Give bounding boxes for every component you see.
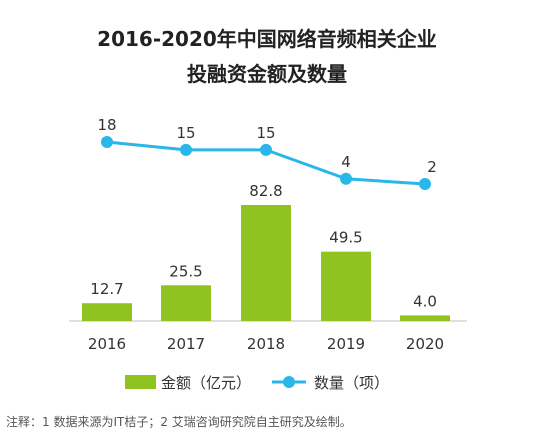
x-tick-2020: 2020 — [406, 335, 444, 353]
chart-title-line-1: 2016-2020年中国网络音频相关企业 — [97, 27, 437, 51]
quantity-label-2018: 15 — [256, 124, 275, 142]
footnote: 注释：1 数据来源为IT桔子；2 艾瑞咨询研究院自主研究及绘制。 — [6, 415, 352, 429]
quantity-label-2019: 4 — [341, 153, 351, 171]
quantity-label-2020: 2 — [427, 158, 437, 176]
x-tick-2016: 2016 — [88, 335, 126, 353]
quantity-point-2016 — [101, 136, 113, 148]
quantity-point-2018 — [260, 143, 272, 156]
chart-title-line-2: 投融资金额及数量 — [187, 62, 347, 86]
x-tick-2017: 2017 — [167, 335, 205, 353]
legend-line-label: 数量（项） — [314, 374, 389, 392]
bar-2017 — [161, 285, 211, 321]
quantity-point-2019 — [340, 172, 352, 185]
bar-2016 — [82, 303, 132, 321]
bar-2018 — [241, 205, 291, 321]
bar-label-2019: 49.5 — [329, 229, 362, 247]
bar-label-2016: 12.7 — [90, 280, 123, 298]
quantity-point-2020 — [419, 178, 431, 190]
bar-label-2018: 82.8 — [249, 182, 282, 200]
quantity-label-2016: 18 — [97, 116, 116, 134]
quantity-label-2017: 15 — [176, 124, 195, 142]
bar-label-2020: 4.0 — [413, 292, 437, 310]
legend-bar-swatch — [125, 375, 156, 389]
x-tick-2018: 2018 — [247, 335, 285, 353]
legend-bar-label: 金额（亿元） — [161, 374, 251, 392]
bar-2020 — [400, 315, 450, 321]
legend-line-marker — [283, 376, 295, 388]
bar-2019 — [321, 251, 371, 321]
bar-label-2017: 25.5 — [169, 262, 202, 280]
quantity-point-2017 — [180, 143, 192, 156]
x-tick-2019: 2019 — [327, 335, 365, 353]
